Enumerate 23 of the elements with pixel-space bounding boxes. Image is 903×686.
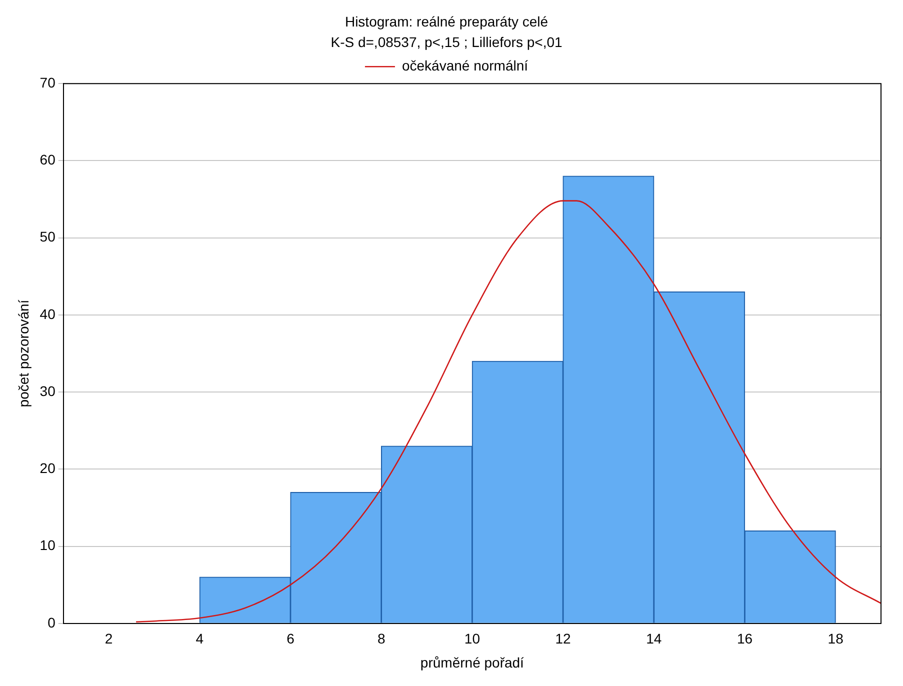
y-tick-label: 30 (40, 382, 56, 399)
y-tick-label: 0 (48, 614, 56, 630)
legend-label: očekávané normální (402, 57, 528, 74)
line-series (135, 200, 882, 623)
x-tick-label: 12 (555, 630, 572, 647)
x-tick-label: 16 (736, 630, 753, 647)
y-tick-label: 70 (40, 74, 56, 90)
y-axis-title: počet pozorování (15, 300, 32, 408)
x-axis-title: průměrné pořadí (420, 654, 524, 670)
y-tick-label: 10 (40, 537, 56, 554)
y-tick-label: 20 (40, 460, 56, 476)
y-tick-label: 50 (40, 228, 56, 245)
x-tick-label: 18 (828, 630, 844, 647)
x-tick-label: 6 (286, 630, 295, 647)
x-tick-label: 2 (104, 630, 113, 647)
chart-subtitle: K-S d=,08537, p<,15 ; Lilliefors p<,01 (330, 34, 562, 50)
x-tick-label: 4 (196, 630, 204, 647)
y-tick-label: 60 (40, 152, 56, 168)
chart-title: Histogram: reálné preparáty celé (344, 13, 548, 30)
x-tick-label: 8 (377, 630, 386, 647)
x-tick-label: 10 (464, 630, 480, 647)
y-tick-label: 40 (40, 306, 56, 322)
x-tick-label: 14 (646, 630, 662, 647)
